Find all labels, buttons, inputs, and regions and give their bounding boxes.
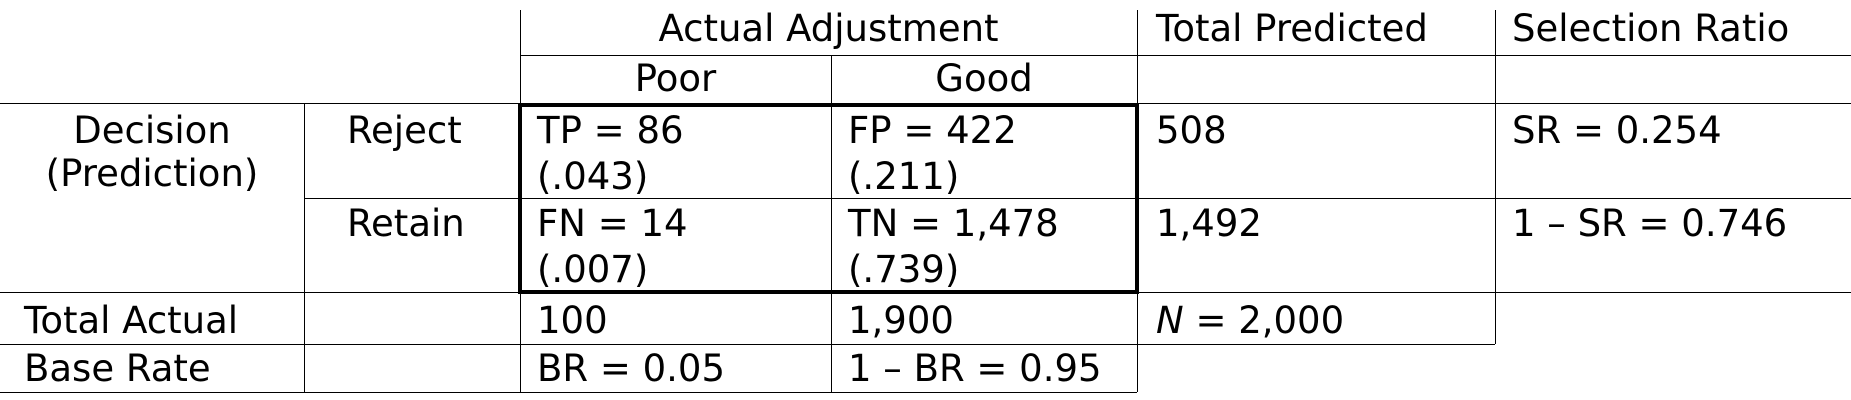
rule-col5 [1495, 10, 1496, 344]
row-reject-label: Reject [347, 109, 462, 152]
cell-tn-prop: (.739) [848, 248, 960, 291]
header-selection-ratio: Selection Ratio [1512, 7, 1790, 50]
rule-base-bottom [0, 392, 1137, 393]
rule-total-bottom [0, 344, 1495, 345]
decision-label-line2: (Prediction) [45, 152, 259, 195]
row-retain-label: Retain [347, 202, 465, 245]
rule-header-mid [520, 55, 1851, 56]
cell-total-poor: 100 [537, 299, 608, 342]
cell-fn-count: FN = 14 [537, 202, 688, 245]
header-actual-adjustment: Actual Adjustment [658, 7, 999, 50]
row-total-actual-label: Total Actual [24, 299, 239, 342]
decision-label-line1: Decision [73, 109, 231, 152]
cell-base-rate-good: 1 – BR = 0.95 [848, 347, 1102, 390]
n-value: = 2,000 [1183, 299, 1345, 342]
cell-tp-prop: (.043) [537, 155, 649, 198]
row-base-rate-label: Base Rate [24, 347, 211, 390]
confusion-matrix-box [518, 103, 1139, 294]
cell-fp-count: FP = 422 [848, 109, 1017, 152]
cell-tp-count: TP = 86 [537, 109, 684, 152]
n-symbol: N [1156, 299, 1184, 342]
cell-reject-total-predicted: 508 [1156, 109, 1227, 152]
cell-fp-prop: (.211) [848, 155, 960, 198]
cell-retain-selection-ratio: 1 – SR = 0.746 [1512, 202, 1788, 245]
cell-tn-count: TN = 1,478 [848, 202, 1059, 245]
cell-total-good: 1,900 [848, 299, 954, 342]
cell-total-n: N = 2,000 [1156, 300, 1344, 341]
rule-reject-bottom [304, 198, 1851, 199]
header-poor: Poor [634, 57, 717, 100]
cell-base-rate-poor: BR = 0.05 [537, 347, 725, 390]
cell-reject-selection-ratio: SR = 0.254 [1512, 109, 1722, 152]
header-good: Good [935, 57, 1033, 100]
rule-col1 [304, 103, 305, 392]
cell-fn-prop: (.007) [537, 248, 649, 291]
rule-col3 [831, 55, 832, 392]
cell-retain-total-predicted: 1,492 [1156, 202, 1262, 245]
header-total-predicted: Total Predicted [1156, 7, 1428, 50]
